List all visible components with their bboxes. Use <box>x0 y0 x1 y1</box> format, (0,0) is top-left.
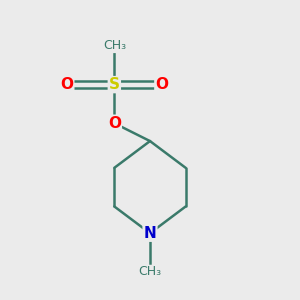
Text: O: O <box>155 77 168 92</box>
Text: CH₃: CH₃ <box>103 40 126 52</box>
Text: CH₃: CH₃ <box>138 266 162 278</box>
Text: O: O <box>108 116 121 131</box>
Text: N: N <box>144 226 156 241</box>
Text: O: O <box>60 77 73 92</box>
Text: S: S <box>109 77 120 92</box>
